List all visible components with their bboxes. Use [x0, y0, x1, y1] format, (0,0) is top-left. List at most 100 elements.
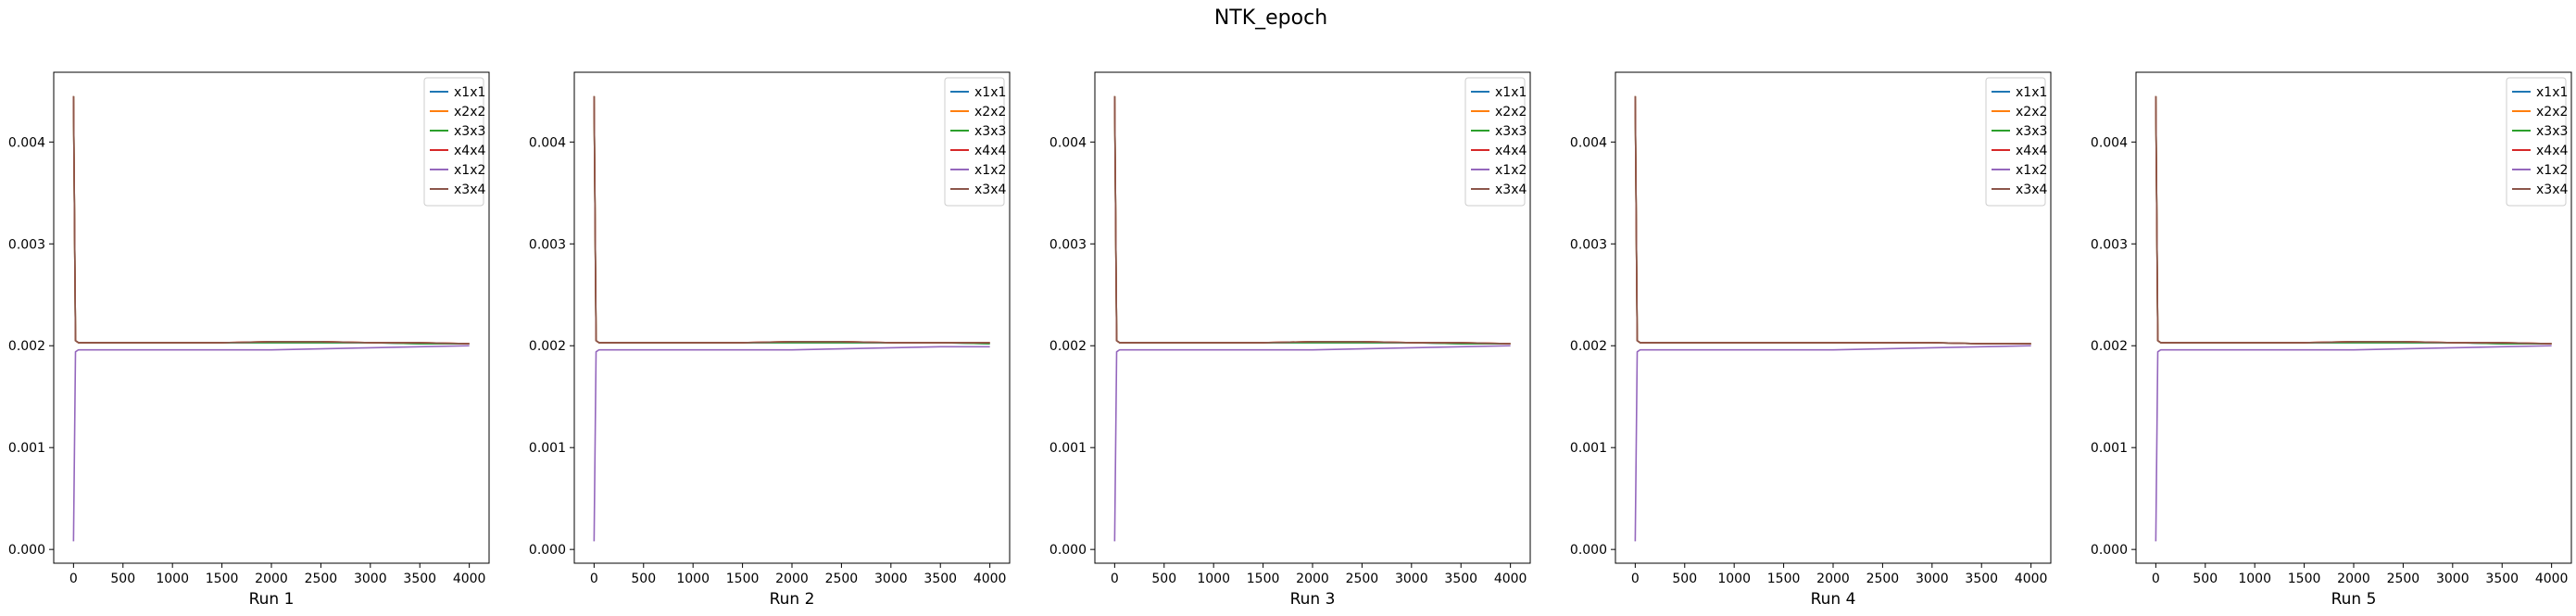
- subplot-3: 0 500 1000 1500 2000 2500 3000 3500 4000 Run 3 0.0…: [1049, 71, 1531, 609]
- x-axis-label: Run 4: [1811, 590, 1856, 609]
- legend-label: x1x2: [1495, 163, 1527, 178]
- x-tick-label: 1000: [1717, 572, 1751, 586]
- figure-suptitle: NTK_epoch: [1214, 6, 1327, 30]
- y-axis: 0.000 0.001 0.002 0.003 0.004: [1570, 135, 1615, 558]
- x-tick-label: 0: [1631, 572, 1640, 586]
- legend-label: x2x2: [2016, 105, 2047, 119]
- legend-label: x3x3: [2016, 124, 2047, 139]
- x-tick-label: 500: [110, 572, 135, 586]
- plot-area: [574, 72, 1010, 563]
- x-tick-label: 4000: [974, 572, 1007, 586]
- x-tick-label: 0: [69, 572, 78, 586]
- x-tick-label: 3000: [874, 572, 908, 586]
- x-axis: 0 500 1000 1500 2000 2500 3000 3500 4000 Run 2: [590, 563, 1007, 609]
- series-line-x1x2: [1634, 345, 2031, 542]
- legend-label: x1x1: [2536, 85, 2568, 100]
- plot-area: [2136, 72, 2571, 563]
- series-lines: [72, 95, 470, 542]
- x-tick-label: 500: [1151, 572, 1176, 586]
- x-axis: 0 500 1000 1500 2000 2500 3000 3500 4000 Run 5: [2152, 563, 2569, 609]
- x-tick-label: 3500: [403, 572, 436, 586]
- subplot-4: 0 500 1000 1500 2000 2500 3000 3500 4000 Run 4 0.0…: [1570, 71, 2052, 609]
- legend-label: x1x2: [454, 163, 485, 178]
- x-tick-label: 2000: [1296, 572, 1329, 586]
- x-tick-label: 3000: [1916, 572, 1949, 586]
- plot-area: [1095, 72, 1530, 563]
- legend: x1x1 x2x2 x3x3 x4x4 x1x2 x3x4: [1985, 77, 2047, 207]
- legend-label: x1x1: [974, 85, 1006, 100]
- legend-label: x3x3: [454, 124, 485, 139]
- x-tick-label: 1500: [1247, 572, 1280, 586]
- x-axis-label: Run 5: [2331, 590, 2377, 609]
- series-line-x1x2: [2155, 345, 2552, 542]
- y-tick-label: 0.002: [529, 339, 566, 354]
- x-tick-label: 1000: [676, 572, 710, 586]
- y-tick-label: 0.001: [1570, 441, 1607, 456]
- legend-label: x2x2: [454, 105, 485, 119]
- subplot-5: 0 500 1000 1500 2000 2500 3000 3500 4000 Run 5 0.0…: [2091, 71, 2572, 609]
- subplot-2: 0 500 1000 1500 2000 2500 3000 3500 4000 Run 2 0.0…: [529, 71, 1011, 609]
- legend-label: x3x4: [974, 182, 1006, 197]
- y-tick-label: 0.002: [8, 339, 45, 354]
- legend-label: x3x4: [2536, 182, 2568, 197]
- y-axis: 0.000 0.001 0.002 0.003 0.004: [1049, 135, 1095, 558]
- y-tick-label: 0.004: [8, 135, 45, 150]
- legend-label: x3x3: [2536, 124, 2568, 139]
- legend: x1x1 x2x2 x3x3 x4x4 x1x2 x3x4: [2506, 77, 2568, 207]
- legend-label: x1x1: [2016, 85, 2047, 100]
- legend-label: x4x4: [454, 144, 485, 158]
- legend-label: x3x3: [974, 124, 1006, 139]
- subplot-1: 0 500 1000 1500 2000 2500 3000 3500 4000 Run 1 0.0…: [8, 71, 490, 609]
- plot-area: [54, 72, 489, 563]
- x-tick-label: 2000: [1816, 572, 1850, 586]
- legend-label: x4x4: [2016, 144, 2047, 158]
- legend-label: x4x4: [1495, 144, 1527, 158]
- y-tick-label: 0.003: [529, 237, 566, 252]
- x-axis-label: Run 1: [249, 590, 295, 609]
- legend-label: x1x2: [974, 163, 1006, 178]
- x-tick-label: 1500: [1767, 572, 1801, 586]
- y-tick-label: 0.002: [2091, 339, 2128, 354]
- y-tick-label: 0.001: [529, 441, 566, 456]
- legend-box: [944, 77, 1005, 207]
- x-axis-label: Run 3: [1290, 590, 1336, 609]
- x-tick-label: 0: [2152, 572, 2160, 586]
- y-tick-label: 0.001: [1049, 441, 1087, 456]
- x-tick-label: 3000: [2436, 572, 2469, 586]
- x-tick-label: 2500: [1346, 572, 1379, 586]
- x-tick-label: 3000: [1395, 572, 1428, 586]
- x-tick-label: 3000: [354, 572, 387, 586]
- x-tick-label: 4000: [453, 572, 486, 586]
- y-tick-label: 0.004: [2091, 135, 2128, 150]
- legend-label: x3x4: [454, 182, 485, 197]
- x-tick-label: 2500: [1866, 572, 1900, 586]
- x-tick-label: 1000: [1197, 572, 1230, 586]
- x-tick-label: 4000: [1494, 572, 1527, 586]
- y-tick-label: 0.004: [529, 135, 566, 150]
- series-line-x1x2: [72, 345, 470, 542]
- legend: x1x1 x2x2 x3x3 x4x4 x1x2 x3x4: [1464, 77, 1527, 207]
- series-lines: [2155, 95, 2552, 542]
- series-lines: [1113, 95, 1511, 542]
- series-lines: [1634, 95, 2031, 542]
- legend-label: x1x1: [1495, 85, 1527, 100]
- x-tick-label: 3500: [1965, 572, 1998, 586]
- series-line-x3x4: [2155, 95, 2552, 345]
- legend: x1x1 x2x2 x3x3 x4x4 x1x2 x3x4: [944, 77, 1006, 207]
- x-axis: 0 500 1000 1500 2000 2500 3000 3500 4000 Run 1: [69, 563, 486, 609]
- x-tick-label: 2000: [775, 572, 809, 586]
- x-tick-label: 0: [1111, 572, 1119, 586]
- legend-box: [2506, 77, 2567, 207]
- y-tick-label: 0.000: [2091, 543, 2128, 558]
- y-tick-label: 0.003: [8, 237, 45, 252]
- subplot-panels: 0 500 1000 1500 2000 2500 3000 3500 4000 Run 1 0.0…: [8, 71, 2572, 609]
- x-axis: 0 500 1000 1500 2000 2500 3000 3500 4000 Run 4: [1631, 563, 2047, 609]
- x-tick-label: 500: [1672, 572, 1697, 586]
- x-tick-label: 500: [2193, 572, 2218, 586]
- series-lines: [593, 95, 990, 542]
- y-tick-label: 0.004: [1049, 135, 1087, 150]
- y-tick-label: 0.001: [2091, 441, 2128, 456]
- legend-label: x3x4: [1495, 182, 1527, 197]
- y-tick-label: 0.000: [8, 543, 45, 558]
- x-tick-label: 4000: [2535, 572, 2569, 586]
